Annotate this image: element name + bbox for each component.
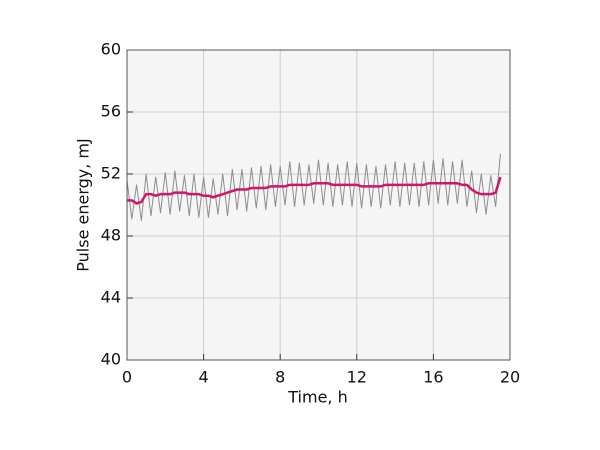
x-tick-label: 16 bbox=[423, 368, 443, 387]
plot-area bbox=[127, 50, 510, 360]
x-tick-label: 8 bbox=[275, 368, 285, 387]
plot-frame bbox=[126, 49, 511, 361]
x-axis-label: Time, h bbox=[287, 388, 347, 407]
y-tick-label: 44 bbox=[101, 288, 121, 307]
x-tick-label: 12 bbox=[347, 368, 367, 387]
x-tick-label: 20 bbox=[500, 368, 520, 387]
y-tick-label: 60 bbox=[101, 40, 121, 59]
x-tick-label: 0 bbox=[122, 368, 132, 387]
y-tick-label: 48 bbox=[101, 226, 121, 245]
series-line bbox=[126, 153, 501, 221]
y-tick-label: 52 bbox=[101, 164, 121, 183]
y-axis-label: Pulse energy, mJ bbox=[74, 138, 93, 271]
y-tick-label: 40 bbox=[101, 350, 121, 369]
series-line bbox=[127, 176, 502, 205]
x-tick-label: 4 bbox=[199, 368, 209, 387]
y-tick-label: 56 bbox=[101, 102, 121, 121]
